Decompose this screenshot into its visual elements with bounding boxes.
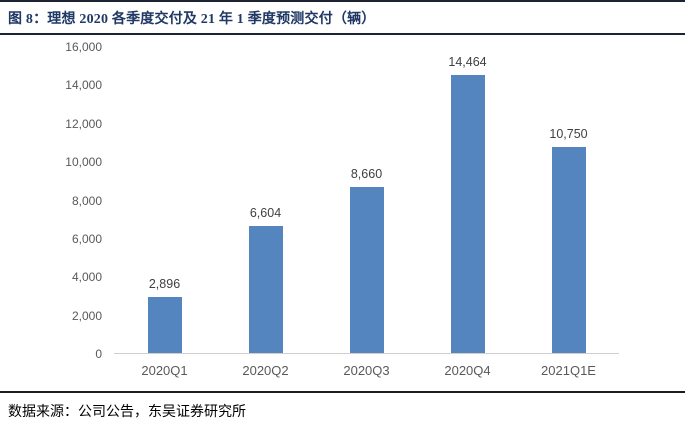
bar-group: 10,750 — [518, 47, 619, 353]
plot-column: 2,896 6,604 8,660 14,464 10,750 2020Q1 2020Q2… — [114, 47, 619, 378]
bar-value-label: 14,464 — [448, 55, 487, 70]
footer-divider — [0, 391, 685, 393]
bar — [147, 297, 182, 353]
x-tick-label: 2020Q2 — [242, 363, 289, 378]
figure-title: 图 8：理想 2020 各季度交付及 21 年 1 季度预测交付（辆） — [8, 12, 376, 27]
y-tick-label: 0 — [95, 347, 102, 361]
x-tick-label: 2020Q1 — [141, 363, 188, 378]
bar-value-label: 2,896 — [148, 277, 181, 292]
bar — [349, 186, 384, 353]
bar — [450, 75, 485, 353]
bar-group: 8,660 — [316, 47, 417, 353]
bar — [248, 226, 283, 353]
bar-value-label: 10,750 — [549, 126, 588, 141]
y-tick-label: 8,000 — [71, 193, 102, 208]
bar-chart: 0 2,000 4,000 6,000 8,000 10,000 12,000 14,000 1… — [0, 40, 685, 378]
y-tick-label: 16,000 — [65, 40, 102, 54]
bar-group: 2,896 — [114, 47, 215, 353]
x-tick-label: 2020Q3 — [343, 363, 390, 378]
figure-title-bar: 图 8：理想 2020 各季度交付及 21 年 1 季度预测交付（辆） — [0, 0, 685, 35]
bar — [551, 146, 586, 353]
data-source-note: 数据来源：公司公告，东吴证券研究所 — [8, 405, 246, 420]
bar-value-label: 6,604 — [249, 206, 282, 221]
y-tick-label: 6,000 — [71, 231, 102, 246]
x-tick-label: 2021Q1E — [541, 363, 596, 378]
bar-group: 14,464 — [417, 47, 518, 353]
y-tick-label: 4,000 — [71, 270, 102, 285]
bar-value-label: 8,660 — [350, 166, 383, 181]
y-tick-label: 2,000 — [71, 308, 102, 323]
plot-area: 2,896 6,604 8,660 14,464 10,750 — [114, 47, 619, 354]
y-tick-label: 12,000 — [65, 116, 102, 131]
y-axis: 0 2,000 4,000 6,000 8,000 10,000 12,000 14,000 1… — [0, 40, 114, 361]
y-tick-label: 14,000 — [65, 78, 102, 93]
x-axis-labels: 2020Q1 2020Q2 2020Q3 2020Q4 2021Q1E — [114, 354, 619, 378]
y-tick-label: 10,000 — [65, 155, 102, 170]
bar-group: 6,604 — [215, 47, 316, 353]
x-tick-label: 2020Q4 — [444, 363, 491, 378]
